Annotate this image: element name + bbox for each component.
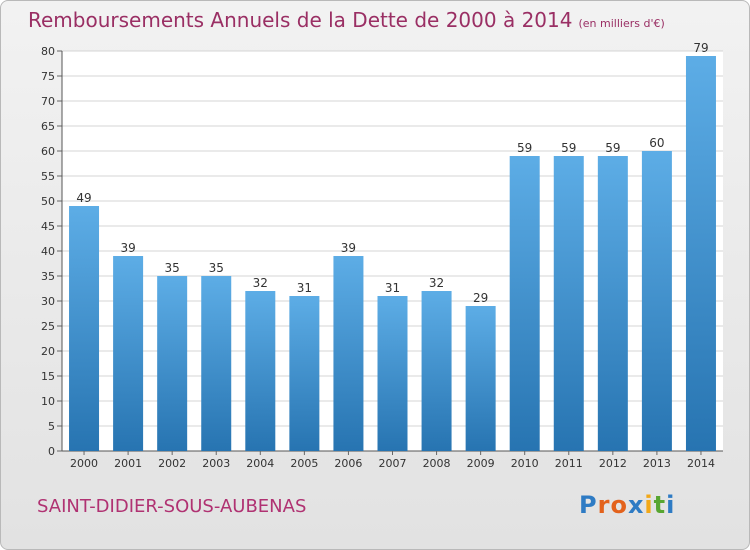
bar-value-label: 59 bbox=[561, 141, 576, 155]
commune-name: SAINT-DIDIER-SOUS-AUBENAS bbox=[37, 496, 307, 517]
bar bbox=[245, 291, 276, 451]
bar-value-label: 49 bbox=[76, 191, 91, 205]
logo-letter: P bbox=[579, 491, 598, 519]
x-tick-label: 2005 bbox=[290, 457, 318, 470]
logo-letter: r bbox=[597, 491, 611, 519]
title-units: (en milliers d'€) bbox=[578, 17, 665, 30]
bar-value-label: 32 bbox=[253, 276, 268, 290]
bar-value-label: 31 bbox=[297, 281, 312, 295]
bar bbox=[465, 306, 496, 451]
logo-letter: o bbox=[610, 491, 628, 519]
x-tick-label: 2010 bbox=[511, 457, 539, 470]
bar bbox=[685, 56, 716, 451]
y-tick-label: 30 bbox=[41, 295, 55, 308]
x-tick-label: 2002 bbox=[158, 457, 186, 470]
bar bbox=[113, 256, 144, 451]
y-tick-label: 50 bbox=[41, 195, 55, 208]
y-tick-label: 70 bbox=[41, 95, 55, 108]
y-tick-label: 65 bbox=[41, 120, 55, 133]
y-tick-label: 15 bbox=[41, 370, 55, 383]
bar-value-label: 39 bbox=[341, 241, 356, 255]
x-tick-label: 2001 bbox=[114, 457, 142, 470]
bar-value-label: 35 bbox=[165, 261, 180, 275]
bar bbox=[421, 291, 452, 451]
logo-letter: x bbox=[627, 491, 645, 519]
bar bbox=[377, 296, 408, 451]
y-tick-label: 5 bbox=[48, 420, 55, 433]
y-tick-label: 0 bbox=[48, 445, 55, 458]
bar-value-label: 32 bbox=[429, 276, 444, 290]
bar bbox=[289, 296, 320, 451]
bar bbox=[201, 276, 232, 451]
y-tick-label: 10 bbox=[41, 395, 55, 408]
title-text: Remboursements Annuels de la Dette de 20… bbox=[28, 8, 573, 32]
x-tick-label: 2012 bbox=[599, 457, 627, 470]
x-tick-label: 2007 bbox=[379, 457, 407, 470]
proxiti-logo: Proxiti bbox=[579, 491, 675, 519]
x-tick-label: 2004 bbox=[246, 457, 274, 470]
x-tick-label: 2011 bbox=[555, 457, 583, 470]
bar bbox=[597, 156, 628, 451]
y-tick-label: 25 bbox=[41, 320, 55, 333]
y-tick-label: 40 bbox=[41, 245, 55, 258]
x-tick-label: 2014 bbox=[687, 457, 715, 470]
bar-value-label: 31 bbox=[385, 281, 400, 295]
bar-value-label: 35 bbox=[209, 261, 224, 275]
y-tick-label: 55 bbox=[41, 170, 55, 183]
y-tick-label: 75 bbox=[41, 70, 55, 83]
x-tick-label: 2003 bbox=[202, 457, 230, 470]
y-tick-label: 80 bbox=[41, 45, 55, 58]
bar bbox=[641, 151, 672, 451]
bar-value-label: 60 bbox=[649, 136, 664, 150]
logo-letter: i bbox=[644, 491, 654, 519]
logo-letter: t bbox=[653, 491, 667, 519]
y-tick-label: 35 bbox=[41, 270, 55, 283]
bar bbox=[509, 156, 540, 451]
bar-value-label: 59 bbox=[605, 141, 620, 155]
x-tick-label: 2000 bbox=[70, 457, 98, 470]
bar bbox=[157, 276, 188, 451]
y-tick-label: 60 bbox=[41, 145, 55, 158]
logo-letter: i bbox=[666, 491, 676, 519]
x-tick-label: 2006 bbox=[334, 457, 362, 470]
x-tick-label: 2009 bbox=[467, 457, 495, 470]
bar bbox=[69, 206, 100, 451]
bar-value-label: 59 bbox=[517, 141, 532, 155]
x-tick-label: 2013 bbox=[643, 457, 671, 470]
chart-title: Remboursements Annuels de la Dette de 20… bbox=[28, 8, 665, 32]
y-tick-label: 45 bbox=[41, 220, 55, 233]
bar bbox=[553, 156, 584, 451]
bar-value-label: 39 bbox=[120, 241, 135, 255]
bar-value-label: 79 bbox=[693, 41, 708, 55]
x-tick-label: 2008 bbox=[423, 457, 451, 470]
bar bbox=[333, 256, 364, 451]
bar-value-label: 29 bbox=[473, 291, 488, 305]
y-tick-label: 20 bbox=[41, 345, 55, 358]
